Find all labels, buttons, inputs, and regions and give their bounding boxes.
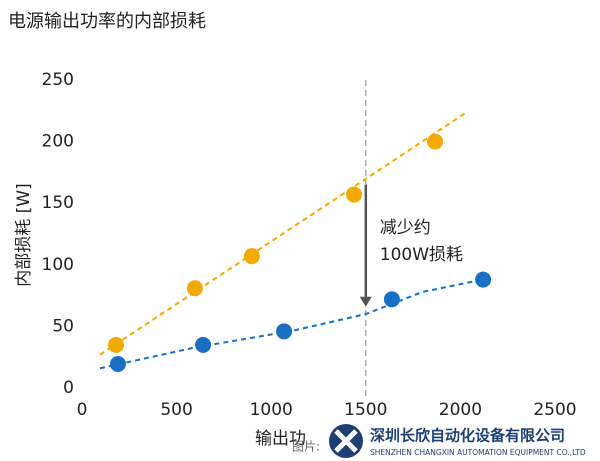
point xyxy=(195,336,212,353)
chart-title: 电源输出功率的内部损耗 xyxy=(8,11,206,32)
x-tick-label: 2500 xyxy=(533,400,576,420)
x-axis-label: 输出功 xyxy=(255,429,306,449)
point xyxy=(243,248,260,265)
y-tick-label: 150 xyxy=(42,193,74,213)
x-tick-label: 0 xyxy=(77,400,88,420)
arrow-head xyxy=(359,296,372,307)
point xyxy=(475,271,492,288)
y-tick-label: 200 xyxy=(42,132,74,152)
watermark: 图片: 深圳长欣自动化设备有限公司 SHENZHEN CHANGXIN AUTO… xyxy=(292,424,586,458)
point xyxy=(427,133,444,150)
y-tick-label: 50 xyxy=(52,316,74,336)
trend-line xyxy=(99,112,466,356)
y-tick-label: 250 xyxy=(42,70,74,90)
x-tick-label: 1500 xyxy=(344,400,387,420)
y-axis-label: 内部损耗 [W] xyxy=(14,183,34,286)
point xyxy=(346,186,363,203)
point xyxy=(186,280,203,297)
x-tick-label: 1000 xyxy=(250,400,293,420)
annotation-text: 减少约 xyxy=(380,218,431,238)
y-tick-label: 100 xyxy=(42,255,74,275)
watermark-company-en: SHENZHEN CHANGXIN AUTOMATION EQUIPMENT C… xyxy=(370,448,586,457)
watermark-company: 深圳长欣自动化设备有限公司 xyxy=(370,427,565,445)
x-tick-label: 500 xyxy=(160,400,192,420)
point xyxy=(276,323,293,340)
logo-mark xyxy=(334,429,358,453)
point xyxy=(383,291,400,308)
y-tick-label: 0 xyxy=(63,378,74,398)
annotation-text: 100W损耗 xyxy=(380,245,463,265)
point xyxy=(108,336,125,353)
trend-line xyxy=(99,277,489,370)
point xyxy=(109,355,126,372)
watermark-prefix: 图片: xyxy=(292,440,320,454)
x-tick-label: 2000 xyxy=(439,400,482,420)
